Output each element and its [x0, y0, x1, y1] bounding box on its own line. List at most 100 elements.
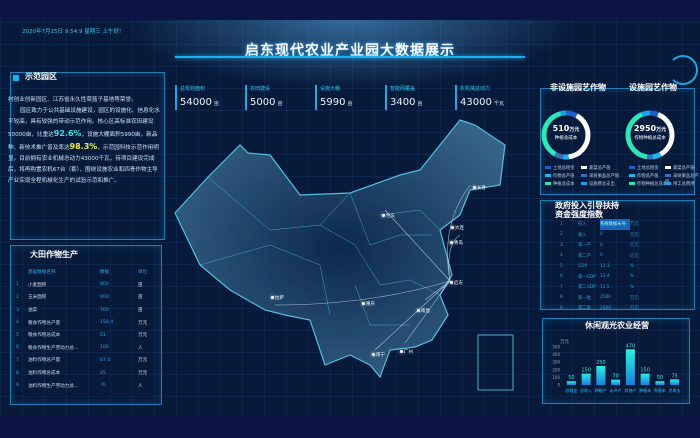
table-row: 7 油料作物总产量 87.5 万元 — [16, 354, 158, 367]
title-marker-icon — [13, 75, 19, 81]
city-label: 南昌 — [417, 308, 430, 314]
y-tick-label: 0 — [557, 383, 560, 388]
page-title: 启东现代农业产业园大数据展示 — [245, 43, 455, 59]
stat-card: 总规划面积 54000 亩 — [175, 85, 219, 110]
gov-title: 政府投入引导扶持 资金强度指数 — [555, 201, 619, 219]
table-cell: 亿元 — [630, 253, 639, 259]
table-row: 4 粮食作物总产量 158.4 万元 — [16, 316, 158, 329]
legend-item: 种植总成本 — [545, 181, 574, 187]
table-cell: 第一GDP — [578, 274, 596, 280]
stat-unit: 亩 — [277, 101, 283, 107]
leisure-bar-chart: 万元 0 100 200 300 400 500 50 总租金 150 总收入 250 种植产 70 水产产… — [552, 339, 680, 393]
table-cell: 800 — [100, 282, 109, 288]
col-header: 基础数据名称 — [28, 270, 56, 276]
table-cell: 第二产 — [578, 253, 591, 259]
table-cell: % — [630, 284, 635, 290]
table-cell: 第二GDP — [578, 285, 596, 291]
table-cell: 12.5 — [600, 284, 610, 290]
table-row: 3 第一产 0 亿元 — [560, 240, 650, 251]
bar-value-label: 150 — [581, 368, 591, 374]
legend-item: 土地总租金 — [545, 165, 574, 171]
donut-title: 设施园艺作物 — [629, 83, 677, 92]
city-label: 大连 — [451, 225, 464, 231]
table-cell: 油料作物总产量 — [28, 358, 61, 364]
bar — [655, 381, 665, 385]
table-cell: 0 — [600, 253, 603, 259]
table-cell: 万元 — [138, 371, 148, 377]
table-cell: 投入 — [578, 222, 587, 228]
stat-value: 3400 — [390, 97, 416, 108]
table-row: 6 粮食作物生产劳动力总... 100 人 — [16, 342, 158, 355]
stat-unit: 亩 — [417, 101, 423, 107]
table-cell: 6 — [16, 345, 19, 351]
legend-swatch — [629, 166, 635, 169]
table-row: 5 GDP 12.3% — [560, 261, 650, 272]
intro-text-part: 园区致力于公共基础设施建设，园区的设施化、信息化水平较高，具有较强的带动示范作用… — [8, 108, 160, 138]
stat-value: 54000 — [180, 97, 212, 108]
x-tick-label: 其他产 — [624, 387, 636, 393]
chart-title: 休闲观光农业经营 — [585, 321, 649, 330]
table-cell: 5 — [560, 263, 563, 269]
table-cell: 第一产 — [578, 243, 591, 249]
table-cell: 0 — [600, 232, 603, 238]
stat-card: 农田建设 5000 亩 — [245, 85, 282, 110]
stat-label: 智能网覆盖 — [390, 86, 416, 92]
intro-text-part: ，示范园科技示范作用明显。目前拥有农业机械总动力43000千瓦，待项目建设完成后… — [8, 145, 159, 184]
table-cell: 3 — [16, 307, 19, 313]
legend-item: 蔬菜总产值 — [581, 165, 610, 171]
table-row: 9 油料作物生产劳动力总... 70 人 — [16, 379, 158, 392]
table-row: 8 第一类 2500 万元 — [560, 293, 650, 304]
highlight-percent: 92.6% — [53, 129, 82, 138]
table-cell: 7 — [16, 357, 19, 363]
table-cell: 87.5 — [100, 357, 111, 363]
table-row: 2 收入 0 亿元 — [560, 230, 650, 241]
table-cell: 万元 — [138, 333, 148, 339]
table-cell: 第一类 — [578, 295, 591, 301]
table-cell: 25 — [100, 370, 106, 376]
table-cell: 粮食作物总成本 — [28, 333, 61, 339]
table-cell: 油料作物总成本 — [28, 371, 61, 377]
legend-item: 作物总产值 — [629, 173, 658, 179]
legend-swatch — [665, 166, 671, 169]
bar-value-label: 70 — [612, 374, 618, 380]
table-cell: 7 — [560, 284, 563, 290]
legend-item: 土地总租金 — [629, 165, 658, 171]
header-glow — [120, 20, 580, 90]
table-cell: 2 — [16, 294, 19, 300]
legend-swatch — [581, 174, 587, 177]
legend-swatch — [545, 166, 551, 169]
bar-value-label: 50 — [657, 375, 663, 381]
donut-segment — [541, 110, 591, 160]
stat-card: 设施大棚 5990 亩 — [315, 85, 352, 110]
city-label: 南宁 — [372, 352, 385, 358]
stat-label: 总规划面积 — [180, 86, 206, 92]
table-cell: GDP — [578, 263, 588, 269]
table-cell: 粮食作物生产劳动力总... — [28, 345, 79, 351]
y-tick-label: 400 — [552, 352, 560, 357]
donut-segment — [541, 110, 591, 160]
bar-value-label: 250 — [596, 360, 606, 366]
city-label: 启东 — [450, 280, 463, 286]
table-cell: 人 — [138, 383, 143, 389]
table-cell: 2500 — [600, 305, 611, 311]
table-row: 2 玉米面积 900 亩 — [16, 291, 158, 304]
table-cell: 2500 — [600, 295, 611, 301]
table-cell: 158.4 — [100, 320, 114, 326]
city-label: 长春 — [473, 185, 486, 191]
province-borders — [199, 176, 441, 326]
table-row: 9 第二类 2500 万元 — [560, 303, 650, 314]
legend-swatch — [545, 182, 551, 185]
table-cell: 51 — [100, 332, 106, 338]
table-cell: 8 — [560, 295, 563, 301]
table-row: 1 投入 系统数据未导 万元 — [560, 219, 650, 230]
table-cell: 亿元 — [630, 232, 639, 238]
table-cell: 3 — [560, 242, 563, 248]
table-cell: % — [630, 274, 635, 280]
bar — [640, 373, 650, 385]
stat-value: 5000 — [250, 97, 276, 108]
legend-item: 采树果品总产值 — [581, 173, 619, 179]
china-map[interactable] — [170, 115, 520, 415]
city-label: 广州 — [400, 349, 413, 355]
donut-title: 非设施园艺作物 — [550, 83, 606, 92]
table-cell: 玉米面积 — [28, 295, 47, 301]
